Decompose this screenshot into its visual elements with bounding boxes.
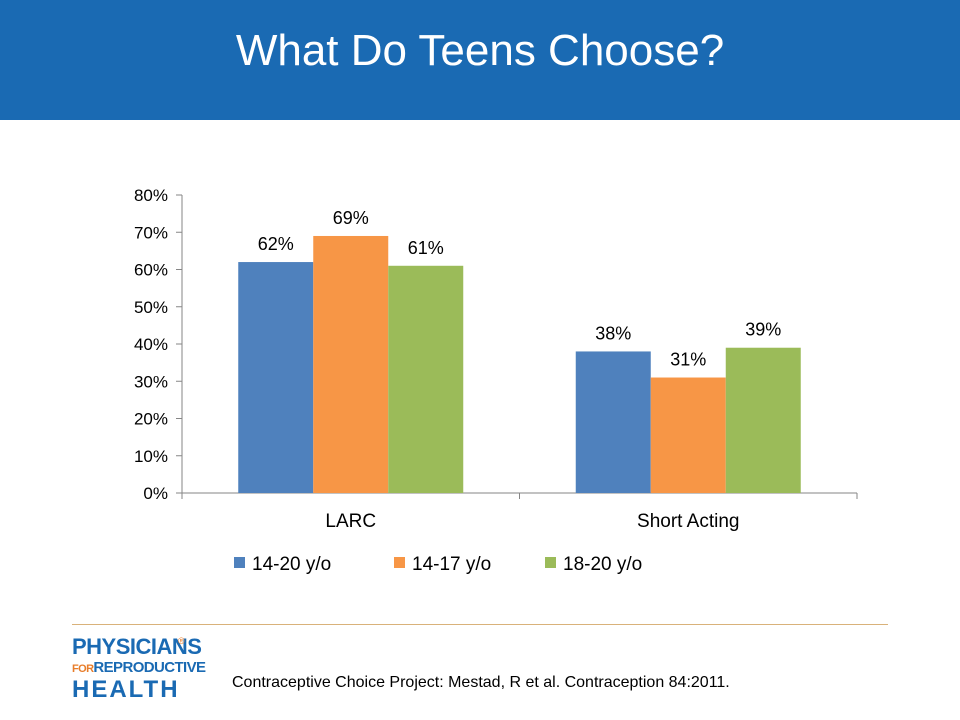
bar-chart: 0% 10% 20% 30% 40% 50% 60% 70% 80% 62% 69% 61% LARC 3…: [134, 186, 858, 575]
registered-mark: ®: [178, 636, 185, 646]
footer-divider: [72, 624, 888, 625]
logo-reproductive: REPRODUCTIVE: [93, 659, 206, 676]
bar: [238, 262, 314, 493]
logo-line-3: HEALTH: [72, 676, 180, 703]
bar: [313, 235, 389, 493]
legend-swatch: [394, 557, 405, 568]
y-tick-label: 80%: [134, 186, 168, 205]
y-tick-label: 20%: [134, 410, 168, 429]
logo-line-1: PHYSICIANS: [72, 634, 202, 659]
legend-label: 18-20 y/o: [563, 554, 642, 575]
y-tick-label: 0%: [143, 484, 168, 503]
legend-label: 14-20 y/o: [252, 554, 331, 575]
data-label: 31%: [670, 350, 706, 370]
y-tick-label: 10%: [134, 447, 168, 466]
slide-title: What Do Teens Choose?: [235, 26, 725, 75]
bar: [725, 347, 801, 493]
y-tick-label: 40%: [134, 335, 168, 354]
data-label: 69%: [333, 208, 369, 228]
bar: [650, 377, 726, 493]
bar: [575, 351, 651, 493]
y-tick-label: 70%: [134, 223, 168, 242]
data-label: 62%: [258, 234, 294, 254]
logo-for: FOR: [72, 663, 94, 675]
data-label: 39%: [745, 320, 781, 340]
legend-label: 14-17 y/o: [412, 554, 491, 575]
y-tick-label: 30%: [134, 372, 168, 391]
title-band: What Do Teens Choose?: [0, 0, 960, 120]
source-citation: Contraceptive Choice Project: Mestad, R …: [232, 674, 730, 691]
y-tick-label: 50%: [134, 298, 168, 317]
physicians-for-reproductive-health-logo: PHYSICIANS FORREPRODUCTIVE HEALTH: [70, 632, 206, 712]
y-tick-label: 60%: [134, 261, 168, 280]
data-label: 61%: [408, 238, 444, 258]
data-label: 38%: [595, 323, 631, 343]
logo-line-2: FORREPRODUCTIVE: [72, 659, 206, 676]
legend-swatch: [234, 557, 245, 568]
x-category-label: LARC: [325, 511, 376, 532]
legend-swatch: [545, 557, 556, 568]
x-category-label: Short Acting: [637, 511, 739, 532]
bar: [388, 265, 464, 493]
